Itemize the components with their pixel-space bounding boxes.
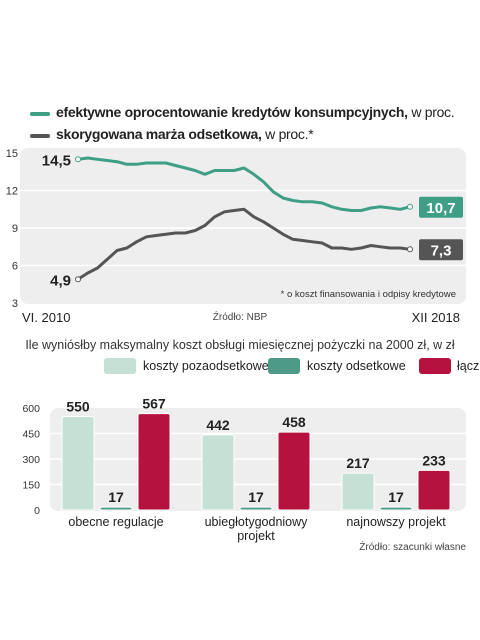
- legend-label-series-1-rest: w proc.: [407, 104, 455, 120]
- legend-label-series-2: skorygowana marża odsetkowa, w proc.*: [56, 126, 314, 142]
- line-chart-y-tick: 15: [6, 148, 18, 160]
- bar-value-label: 217: [346, 455, 370, 471]
- line-chart-y-tick: 12: [6, 186, 18, 198]
- bar-value-label: 567: [142, 396, 166, 412]
- series-line-1: [77, 156, 411, 212]
- legend-swatch-series-2: [30, 134, 50, 138]
- bar-legend-label-1: koszty pozaodsetkowe: [143, 359, 269, 373]
- bar-1-1: [61, 416, 95, 511]
- category-label: najnowszy projekt: [346, 515, 446, 529]
- bar-chart-y-tick: 0: [34, 505, 40, 517]
- bar-value-label: 442: [206, 417, 230, 433]
- legend-label-series-2-rest: w proc.*: [261, 126, 314, 142]
- bar-value-label: 550: [66, 399, 90, 415]
- bar-legend-label-2: koszty odsetkowe: [307, 359, 406, 373]
- series-2-start-label: 4,9: [50, 272, 71, 289]
- bar-legend-swatch-3: [419, 358, 451, 374]
- line-chart: 15 12 9 6 3 14,5 10,7 4,9 7,3 * o koszt finanso…: [6, 148, 466, 325]
- bar-value-label: 17: [248, 489, 264, 505]
- line-chart-y-tick: 3: [12, 298, 18, 310]
- bar-value-label: 17: [108, 489, 124, 505]
- series-2-end-badge: [419, 239, 463, 261]
- category-label: projekt: [237, 529, 275, 543]
- bar-legend-swatch-1: [104, 358, 136, 374]
- legend-label-series-1-bold: efektywne oprocentowanie kredytów konsum…: [56, 104, 408, 120]
- series-1-end-badge: [419, 196, 463, 218]
- bar-2-2: [239, 506, 273, 511]
- legend-label-series-2-bold: skorygowana marża odsetkowa,: [56, 126, 262, 142]
- legend-label-series-1: efektywne oprocentowanie kredytów konsum…: [56, 104, 455, 120]
- series-1-end-point: [407, 203, 413, 210]
- line-chart-plot-area: [20, 148, 466, 304]
- line-chart-y-tick: 9: [12, 223, 18, 235]
- bar-1-3: [341, 472, 375, 511]
- legend-swatch-series-1: [30, 112, 50, 116]
- bar-chart-title: Ile wyniósłby maksymalny koszt obsługi m…: [25, 338, 455, 352]
- line-chart-source: Źródło: NBP: [213, 310, 268, 323]
- bar-2-1: [99, 506, 133, 511]
- bar-legend-swatch-2: [268, 358, 300, 374]
- bar-3-1: [137, 413, 171, 511]
- bar-value-label: 458: [282, 414, 306, 430]
- bar-legend-label-3: łącznie: [457, 359, 480, 373]
- bar-chart-plot-area: [50, 408, 466, 511]
- series-1-end-label: 10,7: [426, 200, 455, 217]
- bar-chart-y-tick: 300: [22, 454, 40, 466]
- line-chart-footnote: * o koszt finansowania i odpisy kredytow…: [281, 289, 456, 300]
- bar-3-2: [277, 431, 311, 511]
- bar-chart-y-tick: 600: [22, 403, 40, 415]
- series-2-start-point: [75, 276, 81, 283]
- series-line-2: [77, 207, 411, 281]
- bar-value-label: 233: [422, 452, 446, 468]
- x-end-label: XII 2018: [412, 310, 460, 325]
- bar-chart-source: Źródło: szacunki własne: [359, 540, 466, 553]
- line-chart-y-tick: 6: [12, 261, 18, 273]
- series-1-start-label: 14,5: [42, 152, 71, 169]
- bar-2-3: [379, 506, 413, 511]
- category-label: ubiegłotygodniowy: [205, 515, 309, 529]
- x-start-label: VI. 2010: [22, 310, 70, 325]
- bar-1-2: [201, 434, 235, 511]
- series-1-start-point: [75, 156, 81, 163]
- series-2-end-label: 7,3: [431, 242, 452, 259]
- bar-value-label: 17: [388, 489, 404, 505]
- series-2-end-point: [407, 246, 413, 253]
- category-label: obecne regulacje: [68, 515, 163, 529]
- bar-chart-y-tick: 150: [22, 480, 40, 492]
- bar-3-3: [417, 469, 451, 511]
- bar-chart-y-tick: 450: [22, 429, 40, 441]
